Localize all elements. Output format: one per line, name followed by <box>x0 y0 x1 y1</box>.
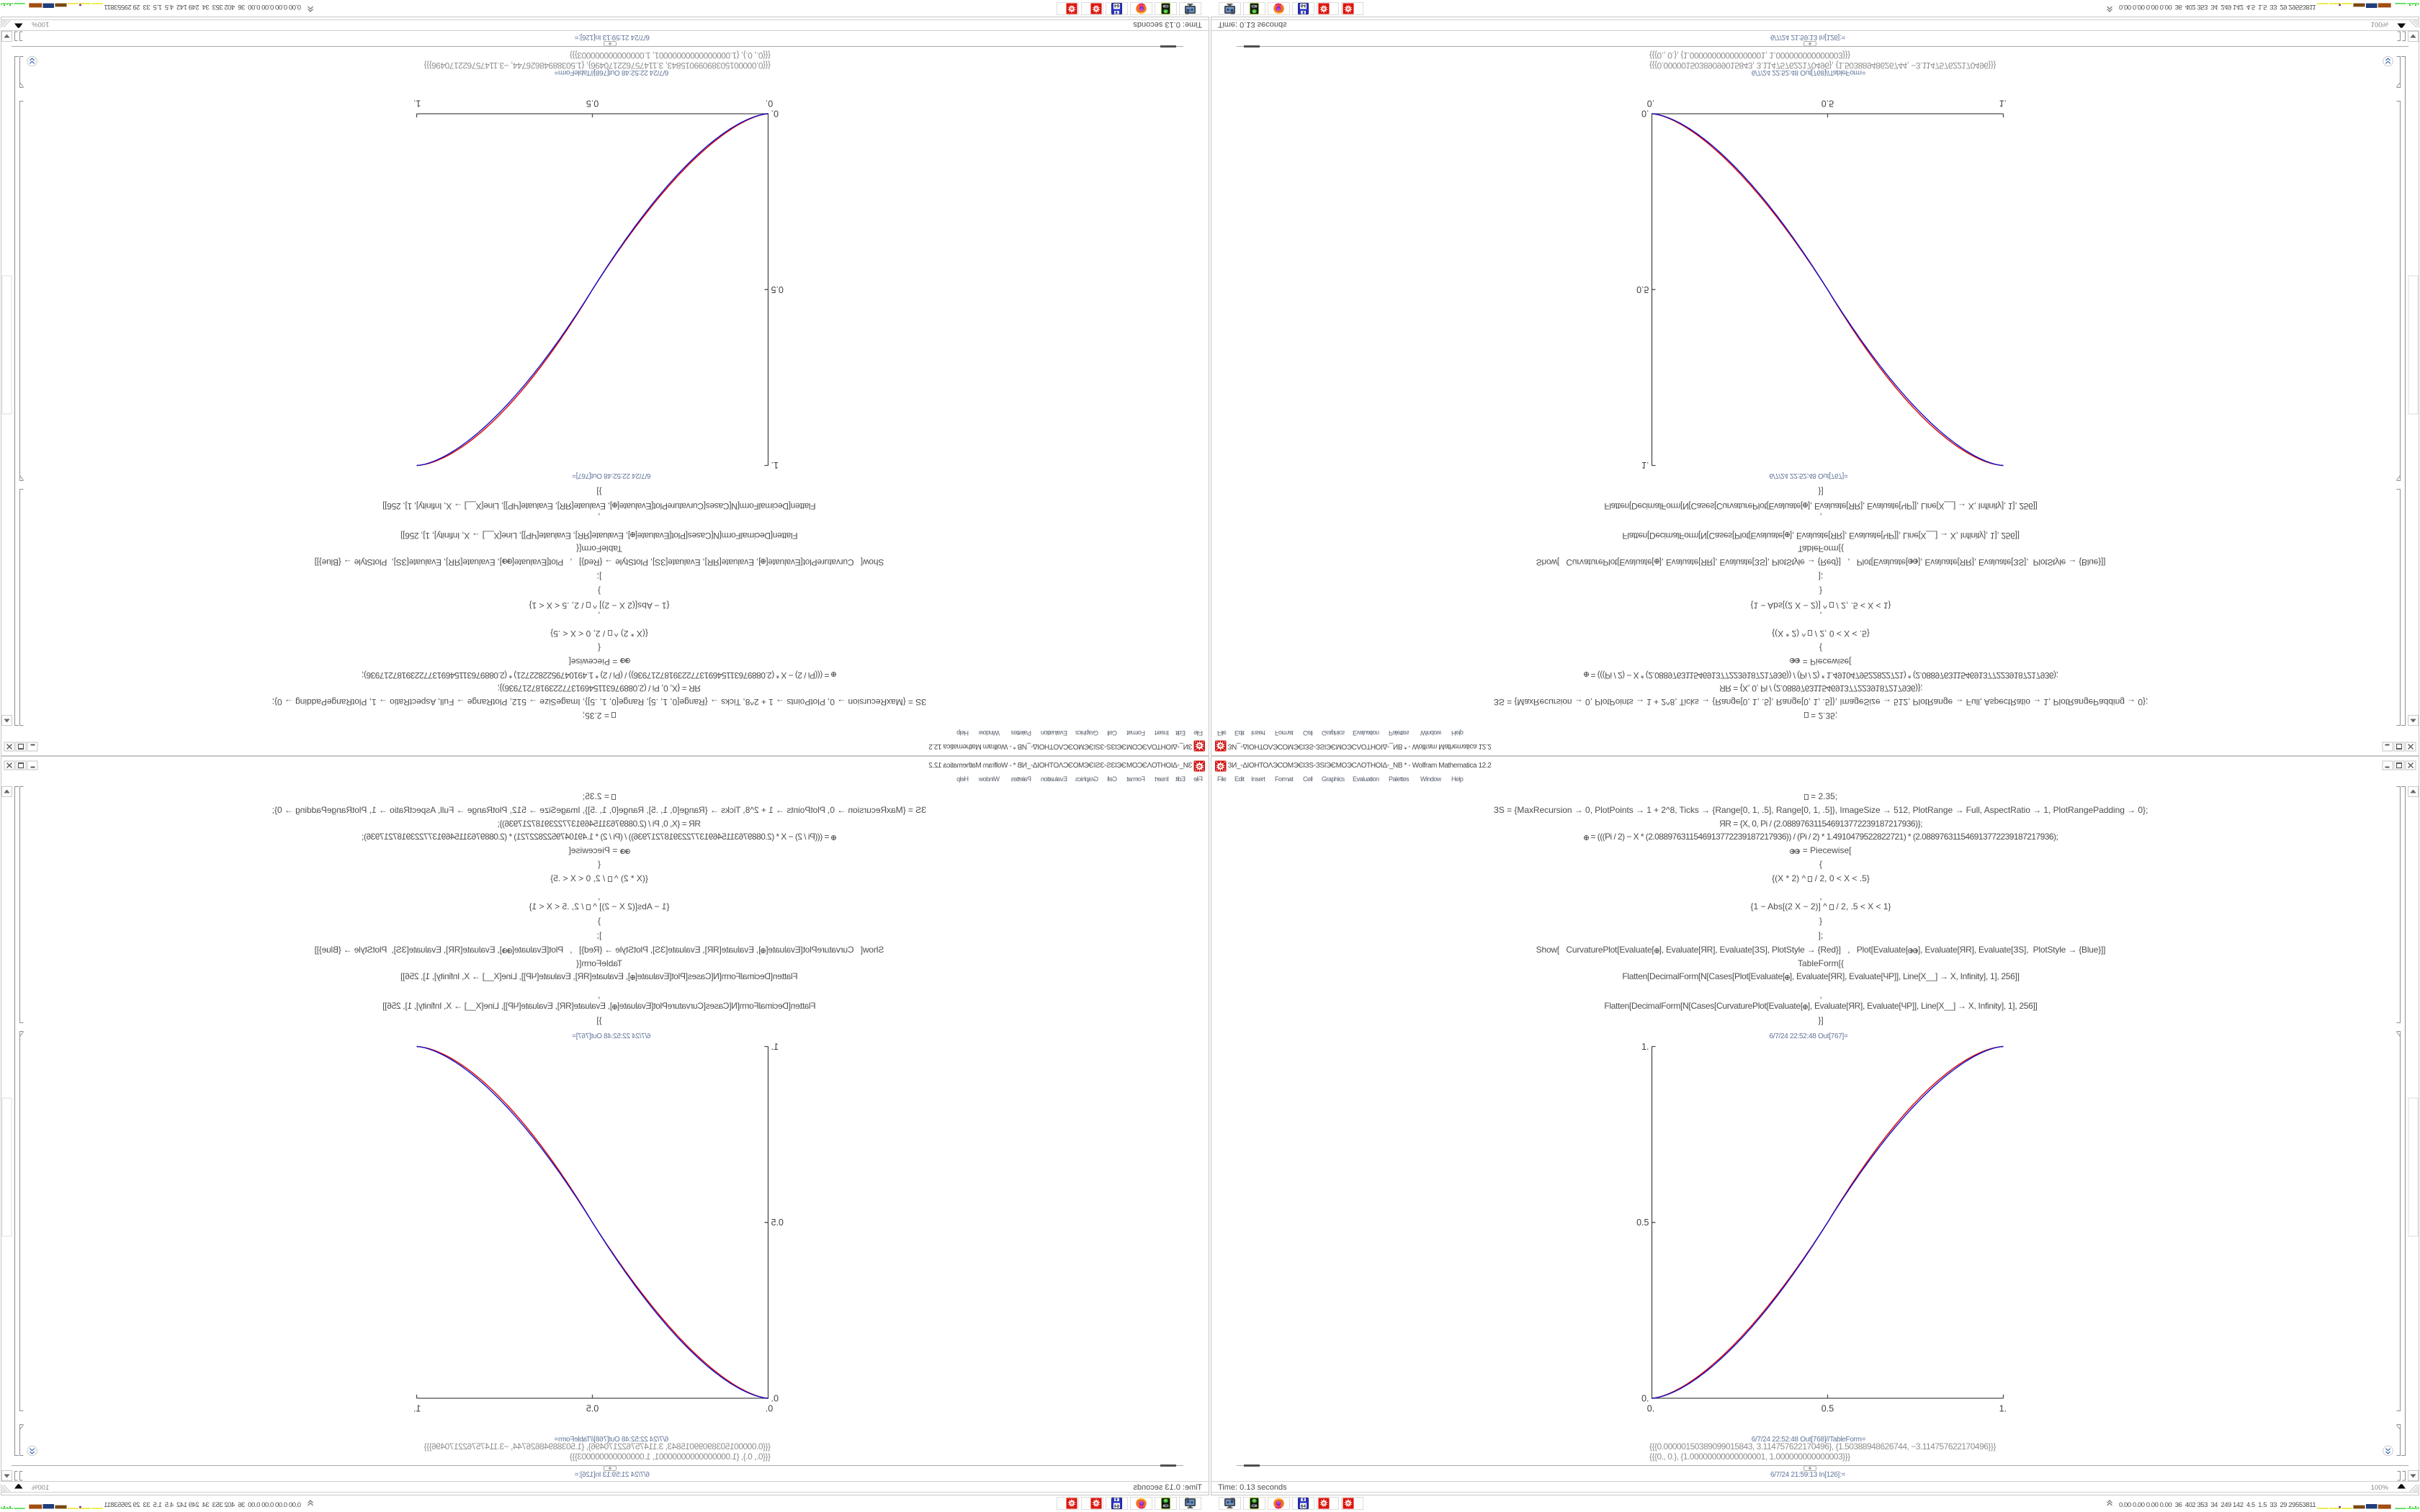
svg-text:1.: 1. <box>1999 1404 2007 1414</box>
svg-text:64: 64 <box>1301 1504 1307 1509</box>
svg-text:1.: 1. <box>1641 1042 1649 1052</box>
svg-text:0.5: 0.5 <box>586 99 599 109</box>
svg-text:0.5: 0.5 <box>771 284 783 294</box>
svg-text:0.5: 0.5 <box>1636 1218 1649 1228</box>
svg-text:1.: 1. <box>1641 460 1649 470</box>
svg-text:0.5: 0.5 <box>771 1218 783 1228</box>
svg-text:0.: 0. <box>771 1394 779 1404</box>
svg-text:0.: 0. <box>766 99 773 109</box>
svg-text:64: 64 <box>1114 3 1120 8</box>
svg-text:0.5: 0.5 <box>1636 284 1649 294</box>
svg-text:0.: 0. <box>766 1404 773 1414</box>
svg-text:1.: 1. <box>1999 99 2007 109</box>
svg-text:1.: 1. <box>771 460 779 470</box>
svg-text:1.: 1. <box>413 99 421 109</box>
svg-text:0.: 0. <box>1647 99 1654 109</box>
svg-text:0.5: 0.5 <box>1821 99 1834 109</box>
svg-text:64: 64 <box>1114 1504 1120 1509</box>
svg-text:0.5: 0.5 <box>1821 1404 1834 1414</box>
svg-text:0.5: 0.5 <box>586 1404 599 1414</box>
svg-text:1.: 1. <box>771 1042 779 1052</box>
svg-text:64: 64 <box>1301 3 1307 8</box>
svg-text:0.: 0. <box>1647 1404 1654 1414</box>
svg-text:1.: 1. <box>413 1404 421 1414</box>
svg-text:0.: 0. <box>1641 1394 1649 1404</box>
svg-text:0.: 0. <box>1641 109 1649 119</box>
svg-text:0.: 0. <box>771 109 779 119</box>
